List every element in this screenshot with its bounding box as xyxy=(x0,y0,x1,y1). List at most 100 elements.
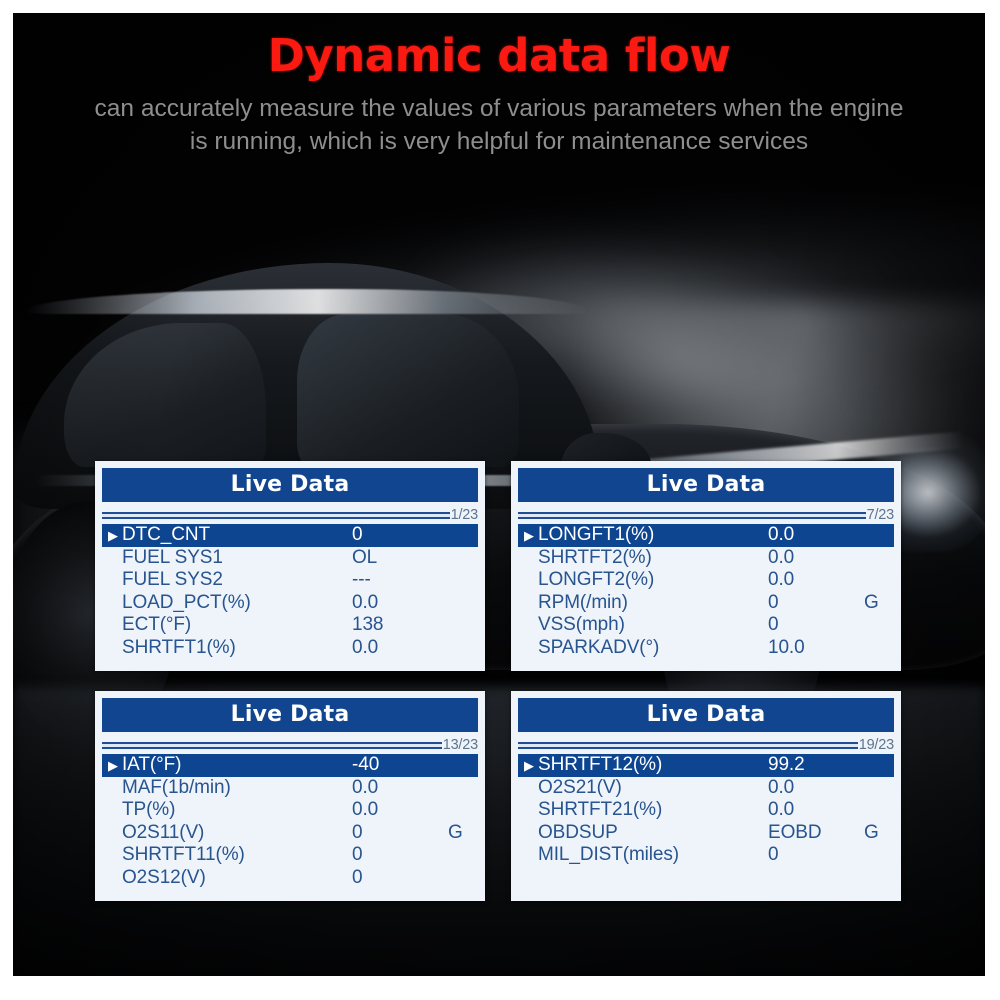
parameter-name: SHRTFT11(%) xyxy=(122,844,245,866)
page-title: Dynamic data flow xyxy=(267,29,731,82)
parameter-name: FUEL SYS1 xyxy=(122,546,223,568)
parameter-value: 0 xyxy=(352,844,363,866)
parameter-value: 0.0 xyxy=(352,799,379,821)
parameter-row[interactable]: ▶MIL_DIST(miles)0 xyxy=(518,844,894,867)
panel-title: Live Data xyxy=(518,468,894,502)
parameter-unit-flag: G xyxy=(864,591,879,613)
parameter-unit-flag: G xyxy=(448,821,463,843)
parameter-row[interactable]: ▶VSS(mph)0 xyxy=(518,614,894,637)
scrollbar-track[interactable] xyxy=(102,511,450,519)
parameter-row-selected[interactable]: ▶ DTC_CNT 0 xyxy=(102,524,478,547)
parameter-row[interactable]: ▶O2S21(V)0.0 xyxy=(518,777,894,800)
parameter-row[interactable]: ▶RPM(/min)0G xyxy=(518,592,894,615)
parameter-value: EOBD xyxy=(768,821,822,843)
parameter-row-selected[interactable]: ▶ IAT(°F) -40 xyxy=(102,754,478,777)
live-data-panel: Live Data 19/23 ▶SHRTFT12(%) 99.2▶O2S21(V) 0… xyxy=(511,691,901,901)
parameter-name: TP(%) xyxy=(122,799,176,821)
parameter-unit-flag: G xyxy=(864,821,879,843)
parameter-name: RPM(/min) xyxy=(538,591,628,613)
page-subtitle: can accurately measure the values of var… xyxy=(94,95,904,156)
parameter-name: SHRTFT2(%) xyxy=(538,546,652,568)
parameter-row[interactable]: ▶ECT(°F)138 xyxy=(102,614,478,637)
panel-title: Live Data xyxy=(518,698,894,732)
parameter-value: --- xyxy=(352,569,371,591)
parameter-row[interactable]: ▶LOAD_PCT(%)0.0 xyxy=(102,592,478,615)
panel-scrollbar[interactable]: 1/23 xyxy=(102,507,478,523)
parameter-row[interactable]: ▶O2S12(V)0 xyxy=(102,867,478,890)
parameter-name: SHRTFT21(%) xyxy=(538,799,663,821)
parameter-list: ▶LONGFT1(%)0.0▶SHRTFT2(%)0.0▶LONGFT2(%)0… xyxy=(518,524,894,659)
parameter-row[interactable]: ▶LONGFT2(%)0.0 xyxy=(518,569,894,592)
parameter-row[interactable]: ▶SPARKADV(°)10.0 xyxy=(518,637,894,660)
parameter-row[interactable]: ▶MAF(1b/min)0.0 xyxy=(102,777,478,800)
parameter-row[interactable]: ▶TP(%)0.0 xyxy=(102,799,478,822)
parameter-list: ▶IAT(°F)-40▶MAF(1b/min)0.0▶TP(%)0.0▶O2S1… xyxy=(102,754,478,889)
parameter-name: IAT(°F) xyxy=(122,754,182,776)
panel-scrollbar[interactable]: 19/23 xyxy=(518,737,894,753)
parameter-name: LONGFT2(%) xyxy=(538,569,655,591)
selection-caret-icon: ▶ xyxy=(524,527,534,543)
parameter-value: 0 xyxy=(768,591,779,613)
parameter-value: 99.2 xyxy=(768,754,805,776)
parameter-value: -40 xyxy=(352,754,380,776)
parameter-row[interactable]: ▶SHRTFT1(%)0.0 xyxy=(102,637,478,660)
parameter-name: SHRTFT12(%) xyxy=(538,754,663,776)
parameter-name: O2S11(V) xyxy=(122,821,205,843)
parameter-value: OL xyxy=(352,546,378,568)
parameter-value: 0.0 xyxy=(768,524,795,546)
parameter-name: MAF(1b/min) xyxy=(122,776,231,798)
parameter-list: ▶SHRTFT12(%) 99.2▶O2S21(V)0.0 ▶ SHRTFT21(%)… xyxy=(518,754,894,867)
parameter-value: 0.0 xyxy=(768,546,795,568)
live-data-panel: Live Data 7/23▶LONGFT1(%) 0.0▶SHRTFT2(%) 0.… xyxy=(511,461,901,671)
parameter-value: 0 xyxy=(352,524,363,546)
selection-caret-icon: ▶ xyxy=(108,527,118,543)
promo-stage: Dynamic data flow can accurately measure… xyxy=(13,13,985,976)
scrollbar-track[interactable] xyxy=(102,741,442,749)
parameter-value: 0.0 xyxy=(768,799,795,821)
parameter-value: 0.0 xyxy=(352,591,379,613)
scrollbar-track[interactable] xyxy=(518,511,866,519)
parameter-name: ECT(°F) xyxy=(122,614,192,636)
parameter-row-selected[interactable]: ▶ LONGFT1(%) 0.0 xyxy=(518,524,894,547)
panel-title: Live Data xyxy=(102,468,478,502)
parameter-row[interactable]: ▶SHRTFT21(%)0.0 xyxy=(518,799,894,822)
parameter-value: 0.0 xyxy=(768,776,795,798)
page-counter: 7/23 xyxy=(866,506,895,523)
parameter-name: SHRTFT1(%) xyxy=(122,636,236,658)
parameter-row[interactable]: ▶O2S11(V)0G xyxy=(102,822,478,845)
parameter-row[interactable]: ▶SHRTFT2(%)0.0 xyxy=(518,547,894,570)
parameter-name: SPARKADV(°) xyxy=(538,636,660,658)
parameter-value: 0 xyxy=(768,844,779,866)
parameter-value: 0 xyxy=(352,821,363,843)
parameter-value: 0 xyxy=(352,866,363,888)
selection-caret-icon: ▶ xyxy=(108,757,118,773)
parameter-value: 10.0 xyxy=(768,636,805,658)
parameter-value: 138 xyxy=(352,614,384,636)
panel-scrollbar[interactable]: 7/23 xyxy=(518,507,894,523)
parameter-value: 0.0 xyxy=(352,776,379,798)
parameter-row[interactable]: ▶SHRTFT11(%)0 xyxy=(102,844,478,867)
page-counter: 13/23 xyxy=(442,736,478,753)
scrollbar-track[interactable] xyxy=(518,741,858,749)
parameter-name: LOAD_PCT(%) xyxy=(122,591,251,613)
parameter-name: MIL_DIST(miles) xyxy=(538,844,680,866)
panel-scrollbar[interactable]: 13/23 xyxy=(102,737,478,753)
parameter-name: VSS(mph) xyxy=(538,614,625,636)
selection-caret-icon: ▶ xyxy=(524,757,534,773)
live-data-panel: Live Data 13/23▶IAT(°F) -40▶MAF(1b/min) 0.0… xyxy=(95,691,485,901)
parameter-name: DTC_CNT xyxy=(122,524,210,546)
parameter-row-selected[interactable]: ▶ SHRTFT12(%) 99.2 xyxy=(518,754,894,777)
parameter-name: FUEL SYS2 xyxy=(122,569,223,591)
page-counter: 19/23 xyxy=(858,736,894,753)
parameter-name: OBDSUP xyxy=(538,821,618,843)
parameter-value: 0.0 xyxy=(352,636,379,658)
parameter-name: LONGFT1(%) xyxy=(538,524,655,546)
hero-text-block: Dynamic data flow can accurately measure… xyxy=(13,29,985,159)
parameter-row[interactable]: ▶FUEL SYS2--- xyxy=(102,569,478,592)
